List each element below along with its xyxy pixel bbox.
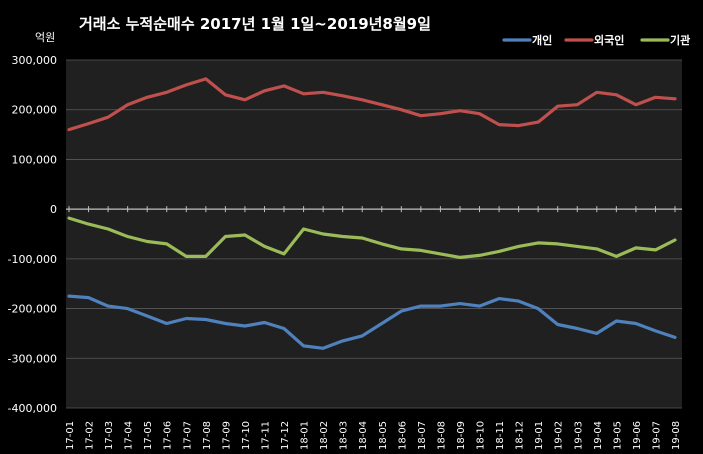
x-tick-label: 17-10 (241, 421, 252, 450)
x-tick-label: 18-12 (515, 421, 526, 450)
x-tick-label: 19-07 (651, 421, 662, 450)
x-tick-label: 17-06 (163, 421, 174, 450)
x-tick-label: 18-04 (358, 421, 369, 450)
y-axis-unit: 억원 (35, 31, 55, 44)
x-tick-label: 17-08 (202, 421, 213, 450)
y-axis-ticks: 300,000 200,000 100,000 0 -100,000 -200,000 -3… (8, 54, 57, 415)
legend-label-1: 외국인 (594, 33, 624, 47)
x-tick-label: 18-02 (319, 421, 330, 450)
y-tick-label: 300,000 (12, 54, 58, 67)
chart-title: 거래소 누적순매수 2017년 1월 1일~2019년8월9일 (79, 15, 431, 33)
x-axis-ticks: 17-01 17-02 17-03 17-04 17-05 17-06 17-07 17-08… (65, 206, 682, 450)
series-lines (67, 77, 677, 350)
x-tick-label: 17-07 (182, 421, 193, 450)
y-tick-label: 0 (50, 203, 57, 216)
x-tick-label: 19-08 (671, 421, 682, 450)
x-tick-label: 19-03 (573, 421, 584, 450)
x-tick-label: 18-07 (417, 421, 428, 450)
x-tick-label: 19-04 (593, 421, 604, 450)
y-tick-label: 200,000 (12, 104, 58, 117)
x-tick-label: 18-03 (339, 421, 350, 450)
legend-label-0: 개인 (532, 33, 552, 47)
legend-label-2: 기관 (670, 33, 690, 47)
x-tick-label: 17-05 (143, 421, 154, 450)
y-tick-label: -200,000 (8, 303, 57, 316)
x-tick-label: 18-09 (456, 421, 467, 450)
series-line-1 (67, 77, 677, 132)
series-line-2 (67, 216, 677, 259)
x-tick-label: 19-02 (554, 421, 565, 450)
x-tick-label: 18-05 (378, 421, 389, 450)
gridlines (66, 59, 682, 409)
x-tick-label: 18-01 (300, 421, 311, 450)
y-tick-label: -300,000 (8, 352, 57, 365)
x-tick-label: 19-01 (534, 421, 545, 450)
y-tick-label: 100,000 (12, 153, 58, 166)
x-tick-label: 17-04 (124, 421, 135, 450)
x-tick-label: 19-05 (612, 421, 623, 450)
x-tick-label: 18-11 (495, 421, 506, 450)
x-tick-label: 19-06 (632, 421, 643, 450)
x-tick-label: 17-01 (65, 421, 76, 450)
plot-area (66, 60, 682, 408)
x-tick-label: 17-02 (85, 421, 96, 450)
x-tick-label: 17-12 (280, 421, 291, 450)
y-tick-label: -100,000 (8, 253, 57, 266)
x-tick-label: 18-06 (397, 421, 408, 450)
y-tick-label: -400,000 (8, 402, 57, 415)
x-tick-label: 17-11 (260, 421, 271, 450)
x-tick-label: 17-03 (104, 421, 115, 450)
x-tick-label: 17-09 (221, 421, 232, 450)
series-line-0 (67, 294, 677, 350)
x-tick-label: 18-10 (476, 421, 487, 450)
legend: 개인 외국인 기관 (502, 33, 690, 47)
x-tick-label: 18-08 (436, 421, 447, 450)
